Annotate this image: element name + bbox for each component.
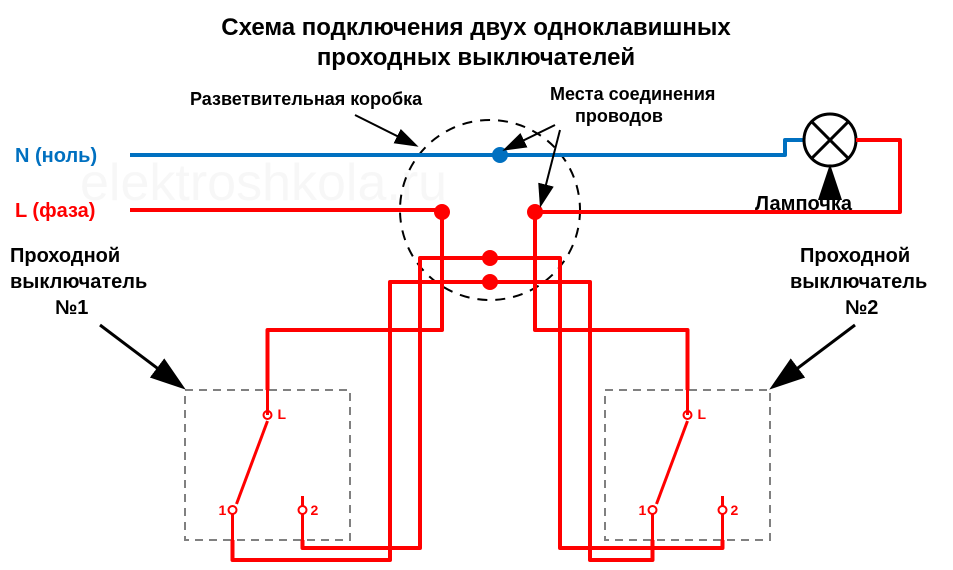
title-line1: Схема подключения двух одноклавишных	[221, 14, 731, 41]
switch-1-t2-label: 2	[311, 502, 319, 518]
junction-points-label-2: проводов	[575, 106, 663, 126]
switch1-label-1: Проходной	[10, 245, 120, 267]
live-label: L (фаза)	[15, 200, 95, 222]
switch-2-t2-label: 2	[731, 502, 739, 518]
switch-1-L-label: L	[278, 406, 287, 422]
node-live-left	[434, 204, 450, 220]
switch1-label-3: №1	[55, 297, 88, 319]
junction-points-arrow-1	[506, 125, 555, 149]
junction-points-arrow-2	[541, 130, 560, 204]
lamp-label: Лампочка	[755, 193, 853, 215]
watermark: elektroshkola.ru	[80, 154, 447, 212]
node-live-right	[527, 204, 543, 220]
neutral-label: N (ноль)	[15, 145, 97, 167]
switch-2-L-label: L	[698, 406, 707, 422]
junction-points-label-1: Места соединения	[550, 84, 715, 104]
switch-1-t1-label: 1	[219, 502, 227, 518]
switch1-label-2: выключатель	[10, 271, 147, 293]
switch-2-t1-label: 1	[639, 502, 647, 518]
switch1-arrow	[100, 325, 181, 386]
node-neutral	[492, 147, 508, 163]
switch2-arrow	[774, 325, 855, 386]
traveller-inner	[303, 258, 723, 548]
switch2-label-1: Проходной	[800, 245, 910, 267]
live-to-switch1	[268, 210, 443, 390]
title-line2: проходных выключателей	[317, 44, 635, 71]
switch2-label-2: выключатель	[790, 271, 927, 293]
switch2-label-3: №2	[845, 297, 878, 319]
node-traveller-2	[482, 274, 498, 290]
junction-box-arrow	[355, 115, 415, 145]
switch-2-arm	[657, 421, 688, 504]
lamp-to-switch2	[535, 212, 688, 390]
node-traveller-1	[482, 250, 498, 266]
junction-box-label: Разветвительная коробка	[190, 89, 423, 109]
switch-1-arm	[237, 421, 268, 504]
neutral-wire	[130, 140, 804, 155]
